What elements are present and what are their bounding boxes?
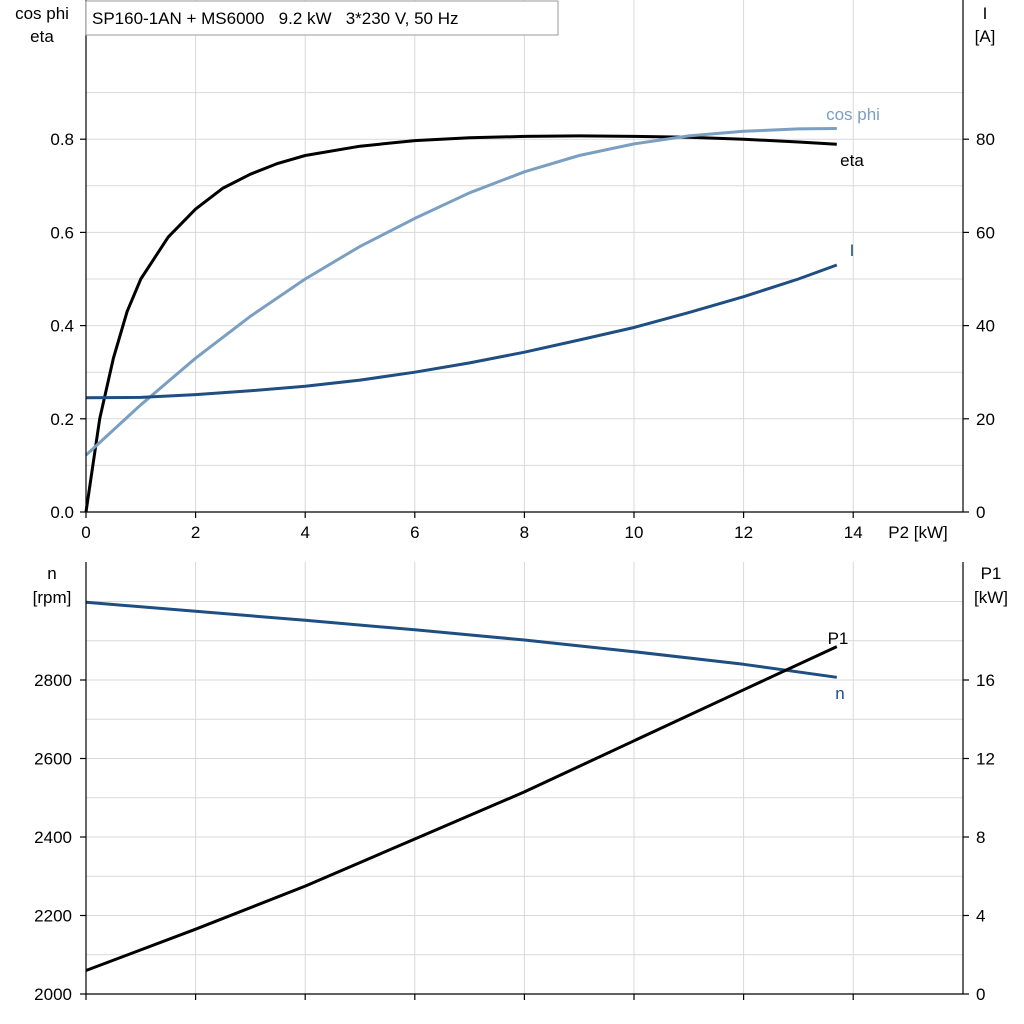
bottom-right-axis-label-line2: [kW]	[974, 588, 1008, 607]
right-tick-label: 0	[976, 503, 985, 522]
series-label-n: n	[835, 684, 844, 703]
series-line-eta	[84, 134, 837, 513]
series-label-cos-phi: cos phi	[826, 105, 880, 124]
series-label-P1: P1	[828, 629, 849, 648]
bottom-left-tick-label: 2400	[34, 828, 72, 847]
bottom-ticks: 2000 2200 2400 2600 2800 0 4 8 12 16	[34, 671, 995, 1004]
top-panel: eta cos phi I 0 2 4 6 8 10 12 14 0.0 0.2 0.4 0.6 0.8 0 2…	[15, 0, 995, 542]
left-tick-label: 0.6	[50, 223, 74, 242]
top-grid	[86, 0, 963, 513]
left-tick-label: 0.4	[50, 317, 74, 336]
chart-title: SP160-1AN + MS6000 9.2 kW 3*230 V, 50 Hz	[92, 9, 459, 28]
bottom-right-tick-label: 12	[976, 750, 995, 769]
title-box	[85, 0, 559, 36]
series-label-eta: eta	[840, 151, 864, 170]
right-tick-label: 60	[976, 223, 995, 242]
bottom-series: n P1	[85, 600, 849, 972]
bottom-right-tick-label: 8	[976, 828, 985, 847]
top-right-axis-label-line2: [A]	[975, 27, 996, 46]
x-tick-label: 4	[300, 523, 309, 542]
series-line-cos-phi	[84, 127, 837, 457]
x-tick-label: 12	[734, 523, 753, 542]
x-tick-label: 2	[191, 523, 200, 542]
bottom-left-tick-label: 2800	[34, 671, 72, 690]
top-ticks: 0 2 4 6 8 10 12 14 0.0 0.2 0.4 0.6 0.8 0 20 40 60 80	[50, 130, 995, 542]
series-line-n	[85, 600, 838, 679]
top-right-axis-label-line1: I	[983, 4, 988, 23]
x-tick-label: 14	[844, 523, 863, 542]
top-left-axis-label-line1: cos phi	[15, 4, 69, 23]
right-tick-label: 80	[976, 130, 995, 149]
series-line-I	[85, 263, 838, 400]
bottom-left-axis-label-line1: n	[47, 564, 56, 583]
x-tick-label: 10	[625, 523, 644, 542]
bottom-right-tick-label: 16	[976, 671, 995, 690]
series-line-P1	[85, 645, 838, 972]
x-tick-label: 0	[81, 523, 90, 542]
bottom-left-tick-label: 2600	[34, 750, 72, 769]
left-tick-label: 0.8	[50, 130, 74, 149]
bottom-grid	[86, 562, 963, 995]
bottom-left-tick-label: 2000	[34, 985, 72, 1004]
right-tick-label: 20	[976, 410, 995, 429]
left-tick-label: 0.2	[50, 410, 74, 429]
x-tick-label: 6	[410, 523, 419, 542]
bottom-left-tick-label: 2200	[34, 907, 72, 926]
bottom-right-axis-label-line1: P1	[981, 564, 1002, 583]
bottom-left-axis-label-line2: [rpm]	[33, 588, 72, 607]
x-axis-label: P2 [kW]	[888, 523, 948, 542]
series-label-I: I	[850, 241, 855, 260]
x-tick-label: 8	[520, 523, 529, 542]
top-left-axis-label-line2: eta	[30, 27, 54, 46]
bottom-right-tick-label: 0	[976, 985, 985, 1004]
bottom-right-tick-label: 4	[976, 907, 985, 926]
top-series: eta cos phi I	[84, 105, 880, 513]
right-tick-label: 40	[976, 317, 995, 336]
left-tick-label: 0.0	[50, 503, 74, 522]
